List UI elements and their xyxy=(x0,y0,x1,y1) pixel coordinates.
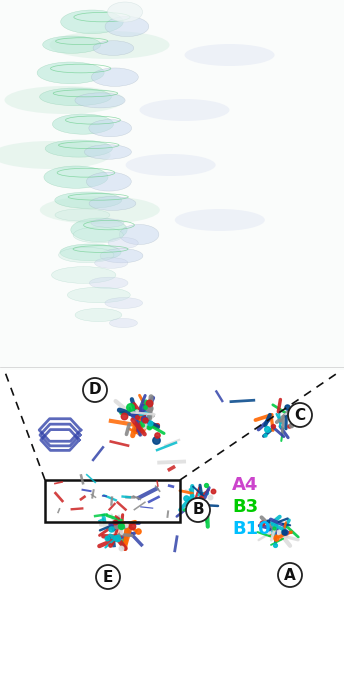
Ellipse shape xyxy=(175,209,265,231)
Ellipse shape xyxy=(105,16,149,37)
Text: A4: A4 xyxy=(232,476,258,494)
Ellipse shape xyxy=(37,62,104,84)
Ellipse shape xyxy=(44,166,108,188)
Circle shape xyxy=(288,403,312,427)
Text: A: A xyxy=(284,567,296,582)
Ellipse shape xyxy=(89,196,136,211)
Ellipse shape xyxy=(91,219,124,227)
Ellipse shape xyxy=(89,277,128,289)
Circle shape xyxy=(96,565,120,589)
Bar xyxy=(0,0,344,370)
Ellipse shape xyxy=(95,258,128,268)
Text: D: D xyxy=(89,383,101,397)
Ellipse shape xyxy=(92,68,138,87)
Ellipse shape xyxy=(45,140,112,157)
Ellipse shape xyxy=(55,192,122,209)
Bar xyxy=(45,480,180,522)
Ellipse shape xyxy=(109,318,138,328)
Ellipse shape xyxy=(50,31,170,59)
Circle shape xyxy=(83,378,107,402)
Text: E: E xyxy=(103,569,113,584)
Ellipse shape xyxy=(184,44,275,66)
Text: C: C xyxy=(294,408,305,422)
Ellipse shape xyxy=(73,227,123,243)
Ellipse shape xyxy=(4,86,125,114)
Ellipse shape xyxy=(108,238,138,248)
Text: B: B xyxy=(192,502,204,517)
Ellipse shape xyxy=(93,41,134,56)
Ellipse shape xyxy=(107,2,142,22)
Ellipse shape xyxy=(67,287,130,303)
Ellipse shape xyxy=(119,225,159,244)
Ellipse shape xyxy=(52,267,116,284)
Ellipse shape xyxy=(43,36,101,53)
Ellipse shape xyxy=(140,99,229,121)
Ellipse shape xyxy=(86,172,131,191)
Ellipse shape xyxy=(89,120,132,137)
Text: B3: B3 xyxy=(232,498,258,516)
Ellipse shape xyxy=(84,145,131,159)
Text: B10: B10 xyxy=(232,520,271,538)
Ellipse shape xyxy=(75,309,122,322)
Ellipse shape xyxy=(75,93,125,108)
Circle shape xyxy=(186,498,210,522)
Ellipse shape xyxy=(61,10,123,34)
Ellipse shape xyxy=(40,88,111,106)
Circle shape xyxy=(278,563,302,587)
Ellipse shape xyxy=(58,247,114,263)
Ellipse shape xyxy=(60,244,121,261)
Ellipse shape xyxy=(40,196,160,224)
Ellipse shape xyxy=(52,114,114,134)
Ellipse shape xyxy=(55,209,110,221)
Ellipse shape xyxy=(105,298,143,309)
Ellipse shape xyxy=(0,141,111,169)
Ellipse shape xyxy=(100,248,143,263)
Ellipse shape xyxy=(126,154,216,176)
Ellipse shape xyxy=(71,218,127,242)
